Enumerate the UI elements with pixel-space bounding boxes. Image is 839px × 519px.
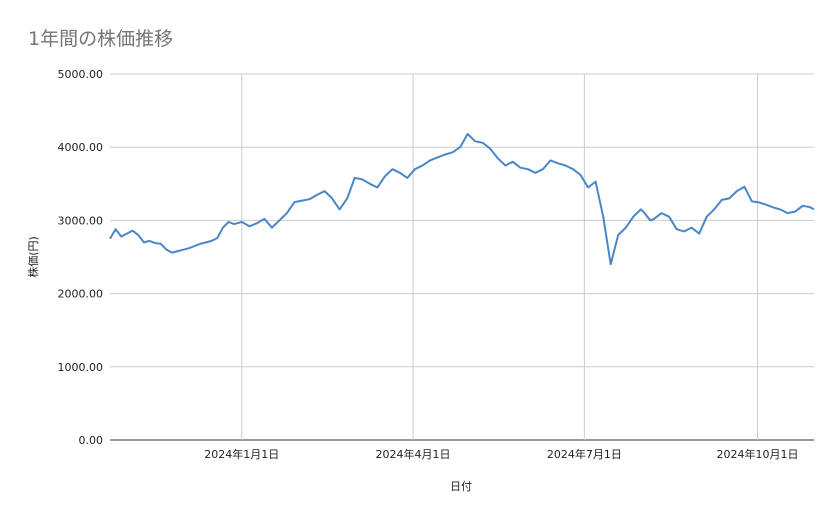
y-axis-title: 株価(円) bbox=[26, 236, 40, 278]
x-tick-label: 2024年1月1日 bbox=[204, 447, 279, 461]
series-layer bbox=[109, 133, 815, 266]
y-tick-label: 1000.00 bbox=[58, 361, 104, 374]
y-tick-label: 3000.00 bbox=[58, 214, 104, 227]
chart-title: 1年間の株価推移 bbox=[28, 28, 173, 50]
series-line bbox=[109, 133, 815, 266]
x-axis-title: 日付 bbox=[450, 480, 472, 493]
x-tick-label: 2024年10月1日 bbox=[717, 447, 799, 461]
x-axis-ticks: 2024年1月1日 2024年4月1日 2024年7月1日 2024年10月1日 bbox=[204, 447, 798, 461]
x-tick-label: 2024年7月1日 bbox=[547, 447, 622, 461]
x-tick-label: 2024年4月1日 bbox=[376, 447, 451, 461]
y-tick-label: 4000.00 bbox=[58, 141, 104, 154]
y-tick-label: 5000.00 bbox=[58, 68, 104, 81]
y-tick-label: 2000.00 bbox=[58, 288, 104, 301]
y-tick-label: 0.00 bbox=[79, 434, 104, 447]
y-axis-ticks: 0.00 1000.00 2000.00 3000.00 4000.00 5000.00 bbox=[58, 68, 104, 447]
gridlines bbox=[110, 73, 814, 441]
